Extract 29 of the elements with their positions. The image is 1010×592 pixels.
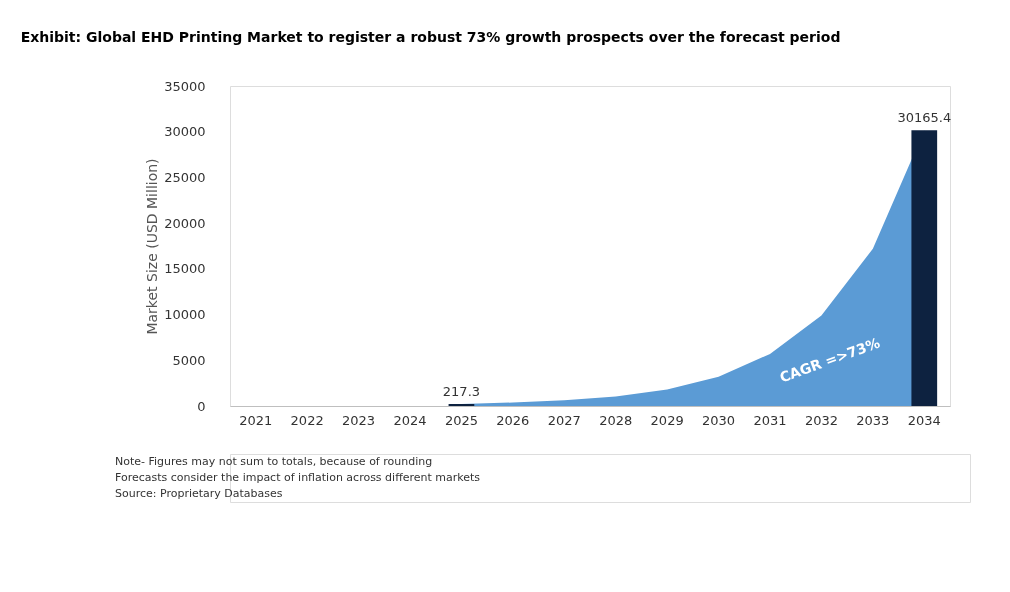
- y-tick-label: 15000: [164, 261, 206, 277]
- data-label: 30165.4: [897, 110, 952, 126]
- y-tick-label: 5000: [172, 352, 206, 368]
- x-tick-label: 2034: [907, 412, 941, 428]
- x-tick-label: 2026: [496, 412, 530, 428]
- data-label: 217.3: [442, 384, 481, 400]
- x-tick-label: 2021: [239, 412, 273, 428]
- x-tick-label: 2030: [702, 412, 736, 428]
- y-tick-label: 35000: [164, 78, 206, 94]
- x-tick-label: 2032: [804, 412, 838, 428]
- chart-title: Exhibit: Global EHD Printing Market to register a robust 73% growth prospects over the forecast period: [20, 29, 841, 45]
- x-tick-label: 2023: [342, 412, 376, 428]
- y-tick-label: 30000: [164, 124, 206, 140]
- x-tick-label: 2027: [547, 412, 581, 428]
- x-tick-label: 2025: [444, 412, 478, 428]
- x-tick-label: 2033: [856, 412, 890, 428]
- y-axis-title: Market Size (USD Million): [144, 158, 161, 335]
- y-tick-label: 0: [197, 398, 206, 414]
- x-tick-label: 2022: [290, 412, 324, 428]
- x-tick-label: 2031: [753, 412, 787, 428]
- y-tick-label: 10000: [164, 307, 206, 323]
- y-tick-label: 20000: [164, 215, 206, 231]
- x-tick-label: 2029: [650, 412, 684, 428]
- text: Forecasts consider the impact of inflation across different markets: [115, 471, 481, 484]
- x-tick-label: 2028: [599, 412, 633, 428]
- x-tick-label: 2024: [393, 412, 427, 428]
- source-note: Source: Proprietary Databases: [115, 487, 283, 500]
- text: Note- Figures may not sum to totals, because of rounding: [115, 455, 433, 468]
- y-tick-label: 25000: [164, 169, 206, 185]
